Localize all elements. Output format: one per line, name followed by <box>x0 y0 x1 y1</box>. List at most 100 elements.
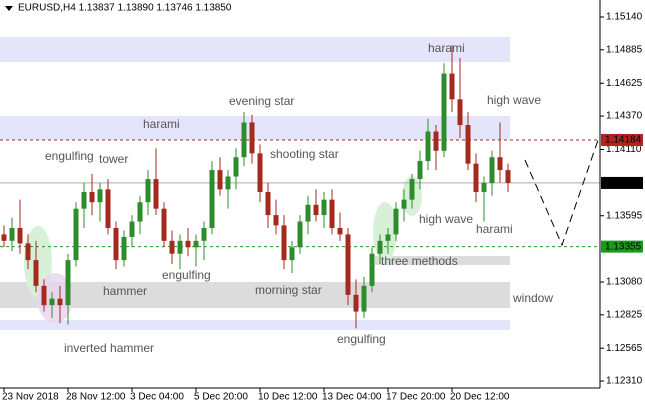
candle-body <box>361 285 367 312</box>
candle-body <box>257 153 263 192</box>
annotation: morning star <box>255 283 322 297</box>
candle-body <box>289 247 295 261</box>
y-tick-label: 1.14885 <box>606 44 643 55</box>
annotation: inverted hammer <box>64 341 154 355</box>
candle-body <box>241 122 247 158</box>
zone <box>0 282 510 308</box>
candle-body <box>321 199 327 216</box>
x-tick-label: 5 Dec 20:00 <box>194 392 248 403</box>
y-tick-label: 1.14370 <box>606 111 643 122</box>
candle-body <box>385 234 391 241</box>
candle-body <box>233 157 239 177</box>
y-tick-label: 1.13080 <box>606 277 643 288</box>
y-tick-label: 1.14110 <box>606 144 642 155</box>
x-tick-label: 10 Dec 12:00 <box>258 392 318 403</box>
candle-body <box>505 170 511 183</box>
candle-body <box>209 170 215 228</box>
candle-body <box>217 170 223 190</box>
annotation: three methods <box>381 254 458 268</box>
candle-body <box>433 131 439 151</box>
highlight <box>37 273 73 323</box>
candle-body <box>153 179 159 209</box>
candle-body <box>121 236 127 261</box>
candle-body <box>97 189 103 203</box>
candle-body <box>105 189 111 228</box>
annotation: shooting star <box>270 147 339 161</box>
candle-body <box>409 179 415 200</box>
price-label-box <box>601 133 643 146</box>
candle-body <box>169 240 175 254</box>
zone <box>0 37 510 62</box>
candle-body <box>401 199 407 209</box>
x-tick-label: 3 Dec 04:00 <box>130 392 184 403</box>
candle-body <box>49 298 55 306</box>
y-tick-label: 1.15140 <box>606 12 643 23</box>
menu-arrow[interactable] <box>5 6 13 11</box>
candle-body <box>305 204 311 222</box>
candle-body <box>57 298 63 306</box>
candle-body <box>489 157 495 183</box>
candle-body <box>449 73 455 100</box>
annotation: hammer <box>103 284 147 298</box>
candle-body <box>185 240 191 248</box>
candle-body <box>281 225 287 261</box>
candle-body <box>193 240 199 248</box>
price-label: 1.13850 <box>605 178 642 189</box>
price-label: 1.14184 <box>605 135 642 146</box>
candle-body <box>73 208 79 261</box>
candle-body <box>161 208 167 241</box>
candle-body <box>297 221 303 248</box>
candle-body <box>377 240 383 254</box>
candle-body <box>313 204 319 216</box>
candle-body <box>481 182 487 192</box>
candle-body <box>273 215 279 226</box>
candle-body <box>25 243 31 261</box>
x-tick-label: 20 Dec 12:00 <box>450 392 510 403</box>
candle-body <box>393 208 399 235</box>
candle-body <box>425 131 431 162</box>
y-tick-label: 1.12825 <box>606 309 643 320</box>
zone <box>375 256 510 265</box>
candle-body <box>353 294 359 312</box>
annotation: engulfing <box>45 149 94 163</box>
candle-body <box>441 73 447 151</box>
y-tick-label: 1.12310 <box>606 376 643 387</box>
candle-body <box>17 227 23 244</box>
zone <box>0 116 510 140</box>
annotation: tower <box>99 152 128 166</box>
candle-body <box>137 202 143 222</box>
zone <box>0 320 510 330</box>
x-tick-label: 23 Nov 2018 <box>2 392 59 403</box>
annotation: high wave <box>487 93 541 107</box>
candle-body <box>417 161 423 180</box>
candle-body <box>89 191 95 203</box>
y-tick-label: 1.14625 <box>606 78 643 89</box>
annotation: window <box>512 291 553 305</box>
candle-body <box>145 179 151 203</box>
candle-body <box>369 253 375 286</box>
price-label-box <box>601 240 643 253</box>
annotation: engulfing <box>162 268 211 282</box>
candle-body <box>473 163 479 192</box>
candle-body <box>465 125 471 164</box>
candle-body <box>1 234 7 241</box>
candle-body <box>225 176 231 190</box>
projection <box>524 139 599 247</box>
annotation: evening star <box>229 94 294 108</box>
candle-body <box>497 157 503 171</box>
annotation: engulfing <box>337 332 386 346</box>
y-tick-label: 1.13595 <box>606 210 643 221</box>
candle-body <box>33 260 39 286</box>
price-label: 1.13355 <box>605 241 642 252</box>
candle-body <box>9 227 15 241</box>
candle-body <box>265 191 271 216</box>
candle-body <box>249 122 255 154</box>
candle-body <box>177 240 183 254</box>
candle-body <box>337 227 343 235</box>
candle-body <box>345 234 351 295</box>
candle-body <box>65 260 71 306</box>
y-tick-label: 1.12565 <box>606 343 643 354</box>
candle-body <box>113 227 119 261</box>
candle-body <box>329 199 335 228</box>
